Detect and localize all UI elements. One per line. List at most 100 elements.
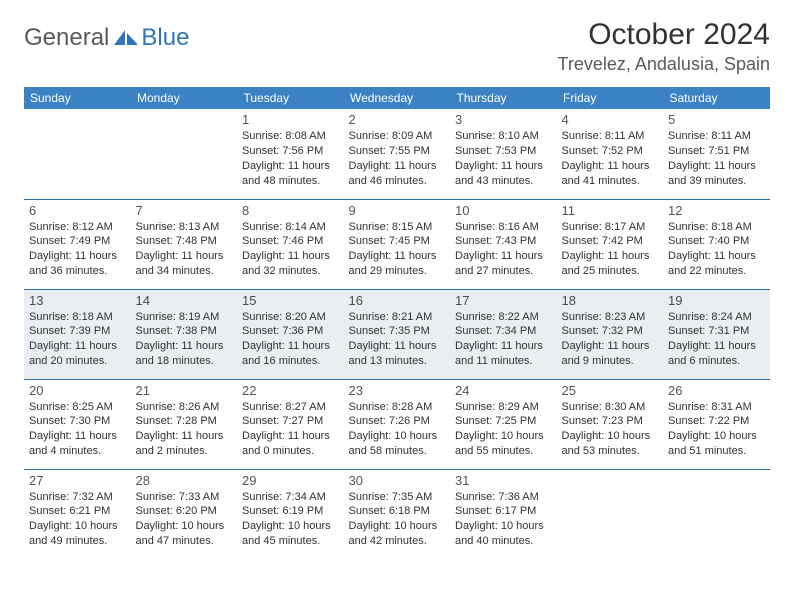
day-cell: 11Sunrise: 8:17 AMSunset: 7:42 PMDayligh…: [557, 199, 664, 289]
day-cell: [24, 109, 131, 199]
info-line: Daylight: 11 hours and 16 minutes.: [242, 339, 339, 369]
day-cell: 31 Sunrise: 7:36 AMSunset: 6:17 PMDayligh…: [450, 469, 557, 559]
info-line: Sunset: 6:19 PM: [242, 504, 339, 519]
day-cell: 1Sunrise: 8:08 AMSunset: 7:56 PMDaylight…: [237, 109, 344, 199]
day-cell: 23Sunrise: 8:28 AMSunset: 7:26 PMDayligh…: [344, 379, 451, 469]
day-number: 10: [455, 203, 552, 218]
day-number: 29: [242, 473, 339, 488]
day-info: Sunrise: 7:34 AMSunset: 6:19 PMDaylight:…: [242, 490, 339, 549]
info-line: Daylight: 11 hours and 41 minutes.: [562, 159, 659, 189]
day-info: Sunrise: 8:17 AMSunset: 7:42 PMDaylight:…: [562, 220, 659, 279]
info-line: Sunrise: 8:12 AM: [29, 220, 126, 235]
info-line: Sunset: 7:23 PM: [562, 414, 659, 429]
day-cell: 13Sunrise: 8:18 AMSunset: 7:39 PMDayligh…: [24, 289, 131, 379]
day-number: 2: [349, 112, 446, 127]
info-line: Sunrise: 8:10 AM: [455, 129, 552, 144]
info-line: Daylight: 11 hours and 6 minutes.: [668, 339, 765, 369]
info-line: Sunrise: 7:32 AM: [29, 490, 126, 505]
day-info: Sunrise: 8:12 AMSunset: 7:49 PMDaylight:…: [29, 220, 126, 279]
header: General Blue October 2024 Trevelez, Anda…: [24, 18, 770, 75]
info-line: Sunrise: 7:34 AM: [242, 490, 339, 505]
day-info: Sunrise: 8:08 AMSunset: 7:56 PMDaylight:…: [242, 129, 339, 188]
info-line: Daylight: 11 hours and 22 minutes.: [668, 249, 765, 279]
info-line: Daylight: 10 hours and 49 minutes.: [29, 519, 126, 549]
info-line: Daylight: 11 hours and 4 minutes.: [29, 429, 126, 459]
info-line: Sunrise: 8:22 AM: [455, 310, 552, 325]
day-number: 21: [136, 383, 233, 398]
info-line: Daylight: 11 hours and 9 minutes.: [562, 339, 659, 369]
day-cell: 22Sunrise: 8:27 AMSunset: 7:27 PMDayligh…: [237, 379, 344, 469]
info-line: Sunset: 7:56 PM: [242, 144, 339, 159]
day-info: Sunrise: 8:18 AMSunset: 7:40 PMDaylight:…: [668, 220, 765, 279]
location-subtitle: Trevelez, Andalusia, Spain: [558, 54, 770, 75]
day-info: Sunrise: 8:31 AMSunset: 7:22 PMDaylight:…: [668, 400, 765, 459]
info-line: Sunrise: 8:13 AM: [136, 220, 233, 235]
info-line: Daylight: 11 hours and 32 minutes.: [242, 249, 339, 279]
day-cell: 19Sunrise: 8:24 AMSunset: 7:31 PMDayligh…: [663, 289, 770, 379]
day-info: Sunrise: 8:15 AMSunset: 7:45 PMDaylight:…: [349, 220, 446, 279]
info-line: Daylight: 10 hours and 40 minutes.: [455, 519, 552, 549]
info-line: Sunrise: 8:29 AM: [455, 400, 552, 415]
day-info: Sunrise: 8:29 AMSunset: 7:25 PMDaylight:…: [455, 400, 552, 459]
info-line: Daylight: 11 hours and 48 minutes.: [242, 159, 339, 189]
info-line: Daylight: 11 hours and 36 minutes.: [29, 249, 126, 279]
info-line: Daylight: 11 hours and 11 minutes.: [455, 339, 552, 369]
info-line: Daylight: 11 hours and 25 minutes.: [562, 249, 659, 279]
day-cell: 3Sunrise: 8:10 AMSunset: 7:53 PMDaylight…: [450, 109, 557, 199]
info-line: Sunrise: 8:08 AM: [242, 129, 339, 144]
info-line: Sunrise: 8:19 AM: [136, 310, 233, 325]
day-number: 26: [668, 383, 765, 398]
day-info: Sunrise: 8:30 AMSunset: 7:23 PMDaylight:…: [562, 400, 659, 459]
day-info: Sunrise: 8:16 AMSunset: 7:43 PMDaylight:…: [455, 220, 552, 279]
day-cell: 9Sunrise: 8:15 AMSunset: 7:45 PMDaylight…: [344, 199, 451, 289]
info-line: Sunset: 7:40 PM: [668, 234, 765, 249]
dayname-thursday: Thursday: [450, 87, 557, 109]
info-line: Daylight: 10 hours and 51 minutes.: [668, 429, 765, 459]
day-info: Sunrise: 8:22 AMSunset: 7:34 PMDaylight:…: [455, 310, 552, 369]
info-line: Sunrise: 8:17 AM: [562, 220, 659, 235]
info-line: Sunrise: 8:23 AM: [562, 310, 659, 325]
info-line: Sunrise: 8:21 AM: [349, 310, 446, 325]
day-info: Sunrise: 8:26 AMSunset: 7:28 PMDaylight:…: [136, 400, 233, 459]
day-cell: 4Sunrise: 8:11 AMSunset: 7:52 PMDaylight…: [557, 109, 664, 199]
day-cell: 30Sunrise: 7:35 AMSunset: 6:18 PMDayligh…: [344, 469, 451, 559]
day-number: 28: [136, 473, 233, 488]
info-line: Sunrise: 8:18 AM: [668, 220, 765, 235]
info-line: Daylight: 11 hours and 27 minutes.: [455, 249, 552, 279]
day-number: 27: [29, 473, 126, 488]
info-line: Sunset: 7:34 PM: [455, 324, 552, 339]
day-info: Sunrise: 8:14 AMSunset: 7:46 PMDaylight:…: [242, 220, 339, 279]
info-line: Sunset: 7:31 PM: [668, 324, 765, 339]
day-cell: 21 Sunrise: 8:26 AMSunset: 7:28 PMDayligh…: [131, 379, 238, 469]
day-info: Sunrise: 7:33 AMSunset: 6:20 PMDaylight:…: [136, 490, 233, 549]
day-cell: 28 Sunrise: 7:33 AMSunset: 6:20 PMDayligh…: [131, 469, 238, 559]
info-line: Daylight: 11 hours and 0 minutes.: [242, 429, 339, 459]
day-number: 22: [242, 383, 339, 398]
day-number: 18: [562, 293, 659, 308]
day-number: 24: [455, 383, 552, 398]
info-line: Sunset: 7:35 PM: [349, 324, 446, 339]
day-info: Sunrise: 8:23 AMSunset: 7:32 PMDaylight:…: [562, 310, 659, 369]
day-number: 31: [455, 473, 552, 488]
info-line: Daylight: 10 hours and 53 minutes.: [562, 429, 659, 459]
info-line: Daylight: 11 hours and 18 minutes.: [136, 339, 233, 369]
info-line: Sunset: 7:46 PM: [242, 234, 339, 249]
info-line: Sunrise: 7:36 AM: [455, 490, 552, 505]
day-cell: [663, 469, 770, 559]
calendar-table: SundayMondayTuesdayWednesdayThursdayFrid…: [24, 87, 770, 559]
day-info: Sunrise: 8:10 AMSunset: 7:53 PMDaylight:…: [455, 129, 552, 188]
day-info: Sunrise: 7:36 AMSunset: 6:17 PMDaylight:…: [455, 490, 552, 549]
info-line: Sunset: 7:26 PM: [349, 414, 446, 429]
info-line: Sunset: 7:36 PM: [242, 324, 339, 339]
day-cell: 17Sunrise: 8:22 AMSunset: 7:34 PMDayligh…: [450, 289, 557, 379]
info-line: Sunset: 7:52 PM: [562, 144, 659, 159]
day-number: 15: [242, 293, 339, 308]
day-info: Sunrise: 8:24 AMSunset: 7:31 PMDaylight:…: [668, 310, 765, 369]
day-cell: 14Sunrise: 8:19 AMSunset: 7:38 PMDayligh…: [131, 289, 238, 379]
info-line: Sunset: 6:20 PM: [136, 504, 233, 519]
week-row: 20Sunrise: 8:25 AMSunset: 7:30 PMDayligh…: [24, 379, 770, 469]
day-info: Sunrise: 8:25 AMSunset: 7:30 PMDaylight:…: [29, 400, 126, 459]
info-line: Daylight: 11 hours and 34 minutes.: [136, 249, 233, 279]
day-number: 4: [562, 112, 659, 127]
info-line: Sunrise: 7:33 AM: [136, 490, 233, 505]
